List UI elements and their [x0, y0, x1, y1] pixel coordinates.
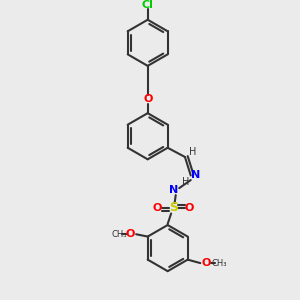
- Text: CH₃: CH₃: [111, 230, 127, 239]
- Text: H: H: [182, 177, 190, 188]
- Text: O: O: [143, 94, 152, 104]
- Text: H: H: [189, 147, 197, 158]
- Text: CH₃: CH₃: [211, 259, 226, 268]
- Text: O: O: [153, 203, 162, 213]
- Text: S: S: [169, 201, 178, 214]
- Text: N: N: [191, 170, 200, 180]
- Text: O: O: [201, 258, 211, 268]
- Text: O: O: [126, 229, 135, 239]
- Text: N: N: [169, 185, 178, 195]
- Text: O: O: [185, 203, 194, 213]
- Text: Cl: Cl: [142, 0, 154, 10]
